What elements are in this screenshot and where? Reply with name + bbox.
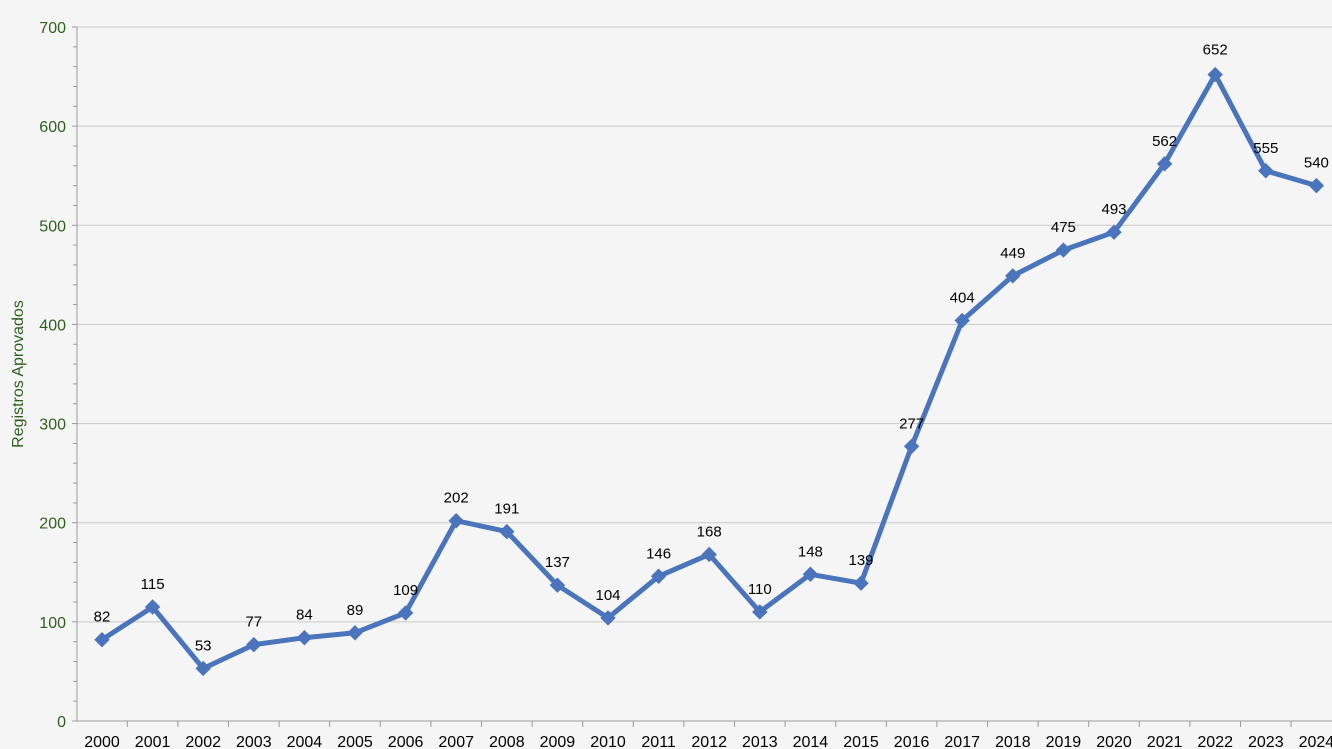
data-point-marker — [94, 631, 110, 648]
data-label: 146 — [646, 545, 671, 562]
data-point-marker — [144, 599, 161, 615]
y-tick-label: 600 — [39, 119, 66, 136]
data-point-marker — [397, 605, 414, 621]
data-point-marker — [549, 577, 566, 593]
data-point-marker — [701, 546, 717, 563]
data-point-marker — [1106, 224, 1122, 240]
y-tick-label: 200 — [39, 516, 66, 533]
data-label: 77 — [245, 614, 262, 631]
x-tick-label: 2022 — [1197, 734, 1233, 749]
x-tick-label: 2014 — [793, 734, 829, 749]
data-point-marker — [195, 660, 211, 677]
y-tick-label: 300 — [39, 417, 66, 434]
data-label: 562 — [1152, 133, 1177, 150]
x-tick-label: 2006 — [388, 734, 424, 749]
grid-layer — [77, 26, 1332, 623]
x-tick-label: 2017 — [944, 734, 980, 749]
x-tick-label: 2015 — [843, 734, 879, 749]
data-label: 493 — [1101, 201, 1126, 218]
data-label: 540 — [1304, 155, 1329, 172]
data-point-marker — [1005, 268, 1021, 284]
data-label: 82 — [94, 609, 111, 626]
data-point-marker — [1258, 163, 1274, 179]
label-layer: 82 115 53 77 84 89 109 202 191 137 104 146 168 110 148… — [94, 42, 1329, 655]
x-tick-label: 2007 — [438, 734, 474, 749]
data-point-marker — [1156, 156, 1173, 172]
x-tick-label: 2005 — [337, 734, 373, 749]
x-tick-label: 2003 — [236, 734, 272, 749]
x-tick-label: 2001 — [135, 734, 171, 749]
data-point-marker — [499, 523, 515, 540]
data-label: 137 — [545, 554, 570, 571]
y-tick-label: 500 — [39, 218, 66, 235]
data-label: 115 — [141, 576, 165, 593]
data-point-marker — [903, 438, 920, 455]
data-label: 84 — [296, 607, 313, 624]
x-tick-label: 2013 — [742, 734, 778, 749]
data-point-marker — [600, 610, 616, 626]
x-tick-label: 2008 — [489, 734, 525, 749]
x-tick-label: 2018 — [995, 734, 1031, 749]
y-tick-label: 700 — [39, 20, 66, 37]
data-point-marker — [448, 513, 464, 529]
data-label: 404 — [950, 289, 975, 306]
x-tick-label: 2000 — [84, 734, 120, 749]
data-label: 109 — [393, 582, 418, 599]
data-label: 652 — [1203, 42, 1228, 59]
y-tick-label: 400 — [39, 317, 66, 334]
x-tick-label: 2009 — [540, 734, 576, 749]
data-label: 168 — [697, 523, 722, 540]
data-point-marker — [752, 604, 768, 620]
series-line — [99, 72, 1319, 671]
data-label: 139 — [848, 552, 873, 569]
data-label: 191 — [494, 501, 519, 518]
data-label: 449 — [1000, 245, 1025, 262]
x-tick-label: 2024 — [1299, 734, 1332, 749]
x-tick-label: 2023 — [1248, 734, 1284, 749]
data-label: 475 — [1051, 219, 1076, 236]
data-point-marker — [1055, 242, 1072, 258]
y-tick-label: 100 — [39, 615, 66, 632]
x-tick-label: 2004 — [287, 734, 323, 749]
data-label: 555 — [1253, 140, 1278, 157]
data-label: 104 — [595, 587, 620, 604]
data-label: 110 — [748, 581, 772, 598]
axis-layer: 0 100 200 300 400 500 600 700 2000 2001 2002 2003 20… — [39, 20, 1332, 749]
data-label: 277 — [899, 415, 924, 432]
y-axis-label: Registros Aprovados — [10, 300, 27, 448]
data-point-marker — [1308, 177, 1325, 194]
x-tick-label: 2021 — [1147, 734, 1183, 749]
data-label: 148 — [798, 543, 823, 560]
x-tick-label: 2020 — [1096, 734, 1132, 749]
data-point-marker — [296, 630, 313, 646]
data-point-marker — [246, 636, 262, 653]
data-point-marker — [853, 575, 869, 591]
data-point-marker — [347, 625, 363, 641]
x-tick-label: 2011 — [641, 734, 676, 749]
data-point-marker — [650, 568, 667, 584]
data-label: 53 — [195, 637, 212, 654]
data-label: 89 — [347, 602, 364, 619]
x-tick-label: 2010 — [590, 734, 626, 749]
x-tick-label: 2012 — [691, 734, 727, 749]
y-tick-label: 0 — [57, 714, 66, 731]
x-tick-label: 2002 — [185, 734, 221, 749]
data-label: 202 — [444, 490, 469, 507]
data-point-marker — [802, 566, 819, 582]
x-tick-label: 2019 — [1046, 734, 1082, 749]
data-point-marker — [1207, 66, 1223, 83]
series-layer — [94, 66, 1325, 677]
data-point-marker — [954, 312, 970, 329]
x-tick-label: 2016 — [894, 734, 930, 749]
